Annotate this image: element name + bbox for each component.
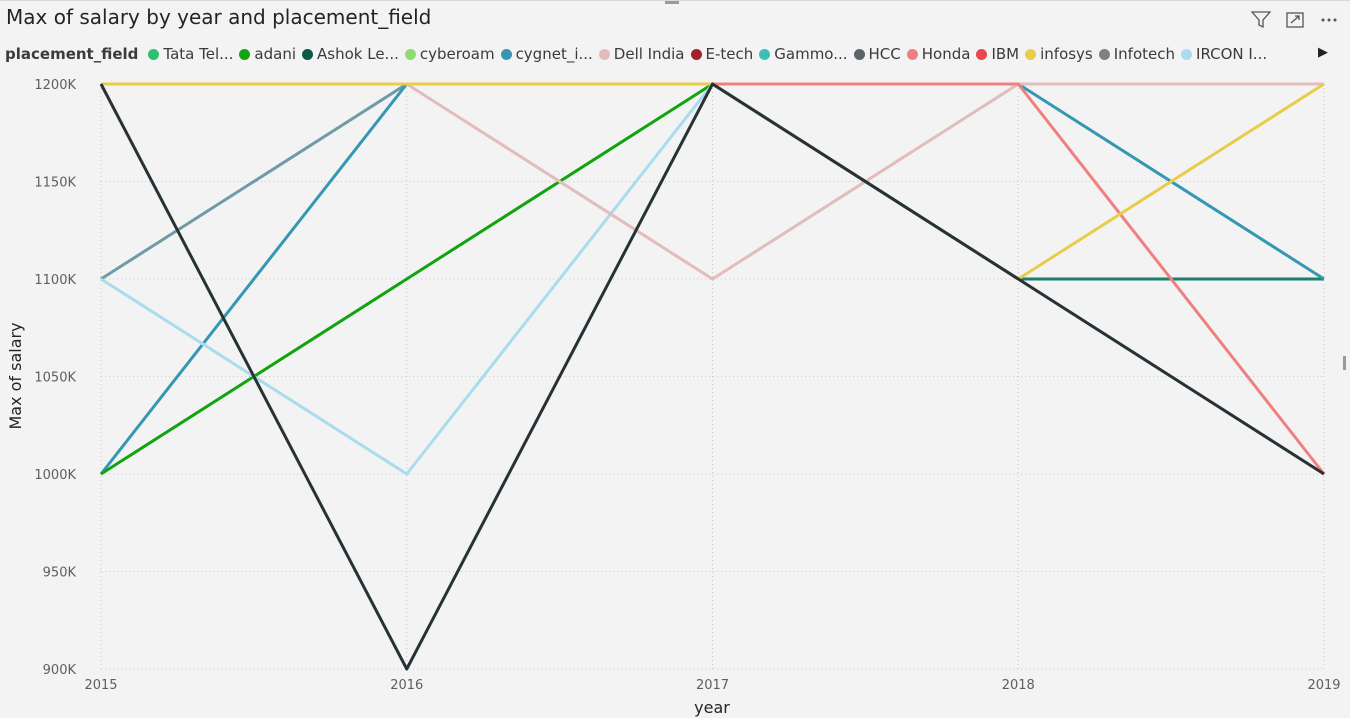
legend-item[interactable]: Tata Tel...: [148, 45, 233, 63]
legend-label: E-tech: [705, 45, 754, 63]
legend-marker-icon: [1098, 48, 1110, 60]
legend-marker-icon: [690, 48, 702, 60]
legend-title: placement_field: [5, 45, 139, 63]
x-axis-title: year: [694, 698, 730, 717]
legend-item[interactable]: Honda: [906, 45, 971, 63]
legend-next-arrow-icon[interactable]: ▶: [1318, 45, 1328, 60]
legend-label: cyberoam: [419, 45, 495, 63]
legend-item[interactable]: E-tech: [690, 45, 754, 63]
focus-mode-icon[interactable]: [1282, 9, 1308, 31]
legend-marker-icon: [853, 48, 865, 60]
legend-label: Gammo...: [774, 45, 848, 63]
y-tick-label: 1050K: [34, 371, 76, 386]
legend-marker-icon: [500, 48, 512, 60]
legend-label: infosys: [1040, 45, 1093, 63]
legend-label: IRCON I...: [1196, 45, 1268, 63]
gridlines: [100, 83, 1325, 670]
series-line[interactable]: [100, 82, 1324, 281]
legend-label: Infotech: [1113, 45, 1176, 63]
series-line[interactable]: [101, 82, 1324, 281]
x-tick-label: 2018: [1002, 678, 1035, 693]
y-tick-label: 1100K: [34, 273, 76, 288]
legend-label: cygnet_i...: [515, 45, 593, 63]
legend-item[interactable]: Gammo...: [759, 45, 848, 63]
legend-label: adani: [254, 45, 297, 63]
legend-item[interactable]: adani: [239, 45, 296, 63]
legend-label: HCC: [868, 45, 901, 63]
legend-label: Honda: [921, 45, 971, 63]
y-tick-label: 1000K: [34, 468, 76, 483]
x-tick-label: 2019: [1307, 678, 1340, 693]
side-resize-handle[interactable]: [1343, 356, 1346, 370]
y-tick-label: 1200K: [34, 78, 76, 93]
legend-marker-icon: [976, 48, 988, 60]
legend-marker-icon: [302, 48, 314, 60]
legend-item[interactable]: IRCON I...: [1181, 45, 1267, 63]
legend-item[interactable]: Infotech: [1098, 45, 1176, 63]
legend-label: Ashok Le...: [317, 45, 399, 63]
legend-item[interactable]: cyberoam: [404, 45, 495, 63]
chart-legend: placement_field Tata Tel... adani Ashok Le…: [5, 44, 1305, 64]
y-tick-label: 1150K: [34, 176, 76, 191]
legend-label: IBM: [991, 45, 1020, 63]
x-tick-label: 2015: [84, 678, 117, 693]
legend-item[interactable]: IBM: [976, 45, 1019, 63]
more-options-icon[interactable]: [1316, 9, 1342, 31]
legend-marker-icon: [759, 48, 771, 60]
legend-marker-icon: [239, 48, 251, 60]
visual-header-icons: [1248, 9, 1342, 31]
legend-marker-icon: [1025, 48, 1037, 60]
x-tick-label: 2017: [696, 678, 729, 693]
series-line[interactable]: [101, 82, 1324, 281]
y-axis-ticks: 900K 950K 1000K 1050K 1100K 1150K 1200K: [34, 78, 76, 678]
y-tick-label: 950K: [43, 566, 77, 581]
legend-label: Tata Tel...: [163, 45, 234, 63]
legend-item[interactable]: infosys: [1025, 45, 1093, 63]
chart-title: Max of salary by year and placement_fiel…: [6, 5, 432, 29]
filter-icon[interactable]: [1248, 9, 1274, 31]
legend-item[interactable]: HCC: [853, 45, 901, 63]
y-tick-label: 900K: [43, 663, 77, 678]
legend-items: Tata Tel... adani Ashok Le... cyberoam cygne…: [148, 45, 1273, 63]
legend-marker-icon: [404, 48, 416, 60]
legend-label: Dell India: [613, 45, 685, 63]
x-axis-ticks: 2015 2016 2017 2018 2019: [84, 678, 1340, 693]
top-resize-handle[interactable]: [665, 1, 679, 4]
legend-marker-icon: [598, 48, 610, 60]
legend-item[interactable]: Ashok Le...: [302, 45, 399, 63]
x-tick-label: 2016: [390, 678, 423, 693]
legend-marker-icon: [148, 48, 160, 60]
legend-marker-icon: [1181, 48, 1193, 60]
y-axis-title: Max of salary: [6, 322, 25, 429]
series-line[interactable]: [99, 82, 1325, 671]
legend-marker-icon: [906, 48, 918, 60]
series-lines: [99, 82, 1326, 671]
legend-item[interactable]: Dell India: [598, 45, 685, 63]
legend-item[interactable]: cygnet_i...: [500, 45, 593, 63]
series-line[interactable]: [101, 82, 1325, 281]
